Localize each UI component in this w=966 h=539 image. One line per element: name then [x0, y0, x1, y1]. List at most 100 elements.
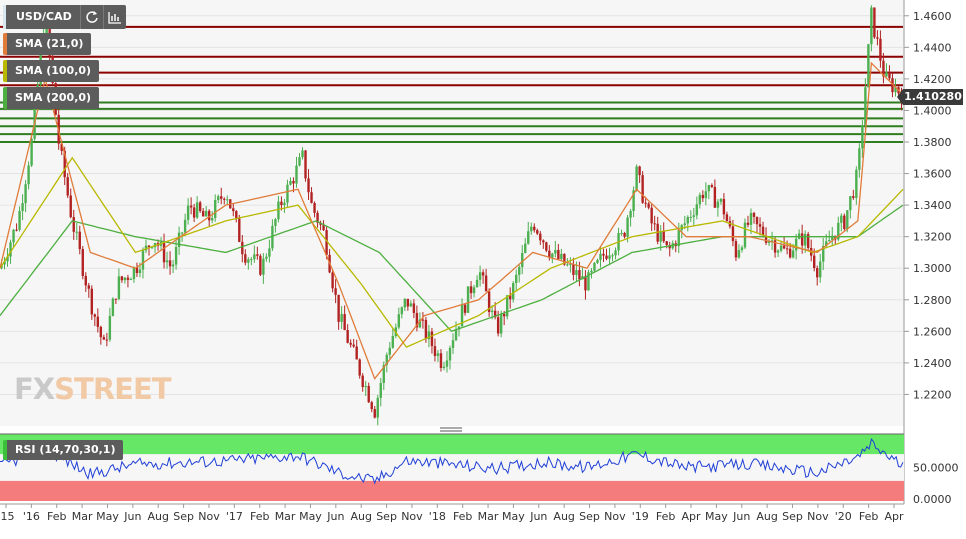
- candle-body: [451, 340, 455, 348]
- refresh-icon[interactable]: [79, 5, 103, 29]
- candle-body: [322, 224, 325, 231]
- candle-body: [433, 346, 437, 356]
- candle-body: [183, 219, 187, 233]
- main-plot-background: [0, 0, 904, 426]
- sma-100-line: [0, 156, 904, 348]
- candle-body: [421, 319, 425, 321]
- time-tick-label: Jun: [732, 510, 750, 523]
- candle-body: [852, 196, 855, 198]
- candle-body: [211, 218, 214, 221]
- candle-body: [575, 270, 578, 275]
- candle-body: [822, 245, 825, 262]
- candle-body: [415, 312, 419, 328]
- candle-body: [21, 203, 24, 211]
- rsi-legend[interactable]: RSI (14,70,30,1): [3, 440, 124, 460]
- candle-body: [370, 402, 373, 410]
- candle-body: [623, 232, 626, 237]
- candle-body: [69, 195, 72, 218]
- candle-body: [545, 242, 548, 251]
- candle-body: [806, 234, 810, 248]
- legend-sma-100[interactable]: SMA (100,0): [3, 60, 100, 82]
- candle-body: [563, 253, 566, 265]
- candle-body: [885, 72, 888, 77]
- time-tick-label: Nov: [807, 510, 829, 523]
- candle-body: [608, 255, 611, 259]
- candle-body: [430, 331, 434, 347]
- candle-body: [174, 247, 178, 265]
- candle-body: [737, 250, 741, 258]
- rsi-panel: 50.0000 0.0000: [0, 433, 959, 506]
- candle-body: [93, 314, 97, 317]
- time-tick-label: Feb: [47, 510, 66, 523]
- candle-body: [740, 247, 744, 251]
- candle-body: [262, 258, 265, 275]
- candle-body: [268, 248, 271, 257]
- time-tick-label: Sep: [173, 510, 194, 523]
- moving-averages: [0, 61, 904, 381]
- time-tick-label: Mar: [72, 510, 93, 523]
- candle-body: [271, 225, 274, 249]
- candle-body: [894, 87, 897, 93]
- legend-sma-200[interactable]: SMA (200,0): [3, 87, 100, 109]
- candle-body: [343, 314, 346, 331]
- candle-body: [475, 279, 479, 288]
- candle-body: [764, 235, 768, 243]
- price-tick-label: 1.2800: [913, 294, 952, 307]
- candle-body: [265, 256, 268, 259]
- candle-body: [168, 260, 172, 267]
- candle-body: [605, 255, 608, 259]
- candle-body: [638, 166, 641, 176]
- candle-body: [554, 249, 557, 254]
- price-tick-label: 1.3000: [913, 262, 952, 275]
- time-tick-label: '19: [632, 510, 649, 523]
- candle-body: [521, 252, 524, 268]
- candle-body: [551, 253, 554, 258]
- legend-sma-21[interactable]: SMA (21,0): [3, 33, 92, 55]
- candle-body: [861, 125, 864, 149]
- candle-body: [647, 203, 650, 208]
- candle-body: [126, 277, 130, 280]
- candle-body: [888, 72, 891, 79]
- candle-body: [382, 364, 385, 383]
- price-tick-label: 1.4400: [913, 41, 952, 54]
- candle-body: [412, 303, 416, 313]
- candle-body: [129, 279, 133, 281]
- candle-body: [304, 150, 307, 179]
- candle-body: [524, 243, 527, 253]
- time-tick-label: Apr: [884, 510, 904, 523]
- candle-body: [355, 346, 358, 360]
- time-tick-label: Mar: [275, 510, 296, 523]
- candle-body: [180, 232, 184, 234]
- candle-body: [337, 294, 340, 322]
- candle-body: [201, 210, 205, 217]
- candle-body: [301, 150, 304, 158]
- candle-body: [247, 259, 250, 263]
- candle-body: [135, 267, 139, 273]
- candle-body: [81, 249, 84, 276]
- candle-body: [60, 143, 63, 151]
- time-tick-label: Aug: [756, 510, 777, 523]
- symbol-label[interactable]: USD/CAD: [3, 5, 80, 29]
- candle-body: [214, 200, 217, 219]
- candle-body: [334, 288, 337, 295]
- indicators-icon[interactable]: [102, 5, 126, 29]
- candle-body: [593, 262, 596, 271]
- candle-body: [650, 207, 653, 224]
- candle-body: [123, 277, 127, 281]
- candle-body: [710, 185, 714, 187]
- candle-body: [557, 249, 560, 259]
- candle-body: [731, 226, 735, 242]
- candle-body: [785, 248, 789, 250]
- candle-body: [599, 253, 602, 260]
- candle-body: [855, 169, 858, 198]
- candle-body: [298, 157, 301, 166]
- candle-body: [96, 316, 100, 327]
- candle-body: [388, 347, 391, 355]
- candle-body: [722, 198, 726, 215]
- candle-body: [794, 238, 798, 251]
- candle-body: [436, 353, 440, 356]
- candle-body: [277, 201, 280, 220]
- candle-body: [316, 212, 319, 223]
- candle-body: [752, 212, 756, 217]
